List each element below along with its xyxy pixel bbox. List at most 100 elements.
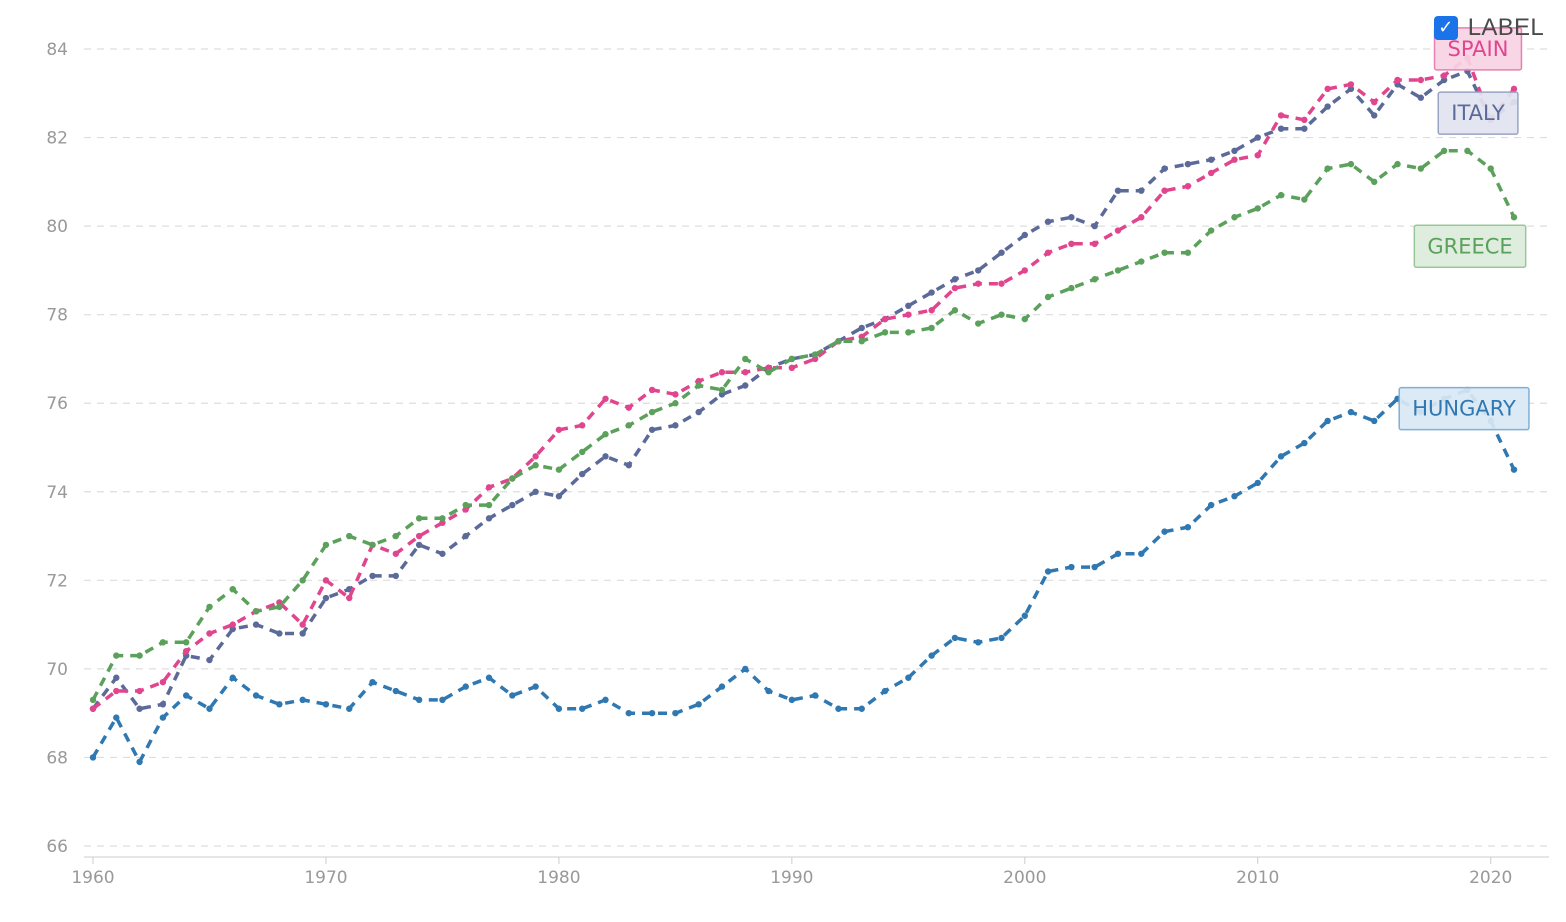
data-point[interactable] (1161, 187, 1168, 194)
data-point[interactable] (159, 678, 167, 686)
data-point[interactable] (1138, 187, 1145, 194)
data-point[interactable] (1277, 453, 1285, 460)
data-point[interactable] (1231, 147, 1238, 155)
data-point[interactable] (1347, 408, 1355, 416)
data-point[interactable] (555, 426, 563, 433)
data-point[interactable] (1138, 258, 1145, 265)
data-point[interactable] (1091, 276, 1098, 283)
data-point[interactable] (159, 639, 167, 646)
data-point[interactable] (322, 541, 330, 549)
data-point[interactable] (998, 311, 1005, 318)
data-point[interactable] (1254, 205, 1261, 212)
data-point[interactable] (695, 408, 702, 416)
data-point[interactable] (648, 408, 656, 416)
data-point[interactable] (346, 705, 353, 712)
data-point[interactable] (1044, 293, 1052, 301)
data-point[interactable] (1091, 563, 1098, 571)
data-point[interactable] (532, 462, 539, 469)
data-point[interactable] (462, 683, 469, 690)
data-point[interactable] (951, 276, 959, 283)
data-point[interactable] (1324, 103, 1331, 110)
data-point[interactable] (928, 652, 935, 659)
data-point[interactable] (1394, 76, 1401, 84)
data-point[interactable] (1301, 116, 1308, 124)
data-point[interactable] (928, 324, 935, 332)
data-point[interactable] (951, 634, 959, 642)
data-point[interactable] (602, 453, 609, 460)
data-point[interactable] (718, 683, 726, 690)
data-point[interactable] (415, 532, 423, 540)
data-point[interactable] (835, 338, 842, 345)
data-point[interactable] (1184, 249, 1192, 256)
data-point[interactable] (602, 696, 609, 704)
data-point[interactable] (695, 377, 702, 385)
data-point[interactable] (1021, 231, 1029, 239)
data-point[interactable] (1324, 417, 1331, 425)
data-point[interactable] (276, 599, 283, 606)
data-point[interactable] (532, 683, 539, 690)
data-point[interactable] (439, 515, 446, 522)
data-point[interactable] (485, 501, 493, 509)
data-point[interactable] (1044, 218, 1052, 225)
data-point[interactable] (718, 391, 726, 398)
data-point[interactable] (1510, 214, 1518, 221)
data-point[interactable] (858, 705, 865, 712)
data-point[interactable] (485, 515, 493, 522)
data-point[interactable] (485, 484, 493, 491)
data-point[interactable] (1231, 156, 1238, 163)
data-point[interactable] (439, 696, 446, 704)
data-point[interactable] (206, 603, 213, 611)
data-point[interactable] (1440, 147, 1448, 155)
data-point[interactable] (765, 369, 772, 376)
data-point[interactable] (1091, 222, 1098, 230)
data-point[interactable] (602, 431, 609, 438)
data-point[interactable] (951, 307, 959, 314)
data-point[interactable] (1207, 156, 1215, 163)
data-point[interactable] (113, 687, 120, 695)
data-point[interactable] (1440, 76, 1448, 84)
data-point[interactable] (346, 594, 353, 602)
data-point[interactable] (1301, 439, 1308, 447)
data-point[interactable] (1301, 196, 1308, 203)
data-point[interactable] (975, 320, 982, 327)
data-point[interactable] (1138, 550, 1145, 557)
data-point[interactable] (462, 506, 469, 513)
data-point[interactable] (1301, 125, 1308, 132)
data-point[interactable] (1324, 85, 1331, 93)
data-point[interactable] (485, 674, 493, 681)
data-point[interactable] (1184, 183, 1192, 190)
data-point[interactable] (322, 577, 330, 584)
data-point[interactable] (625, 462, 632, 469)
data-point[interactable] (346, 532, 353, 540)
data-point[interactable] (1324, 165, 1331, 172)
data-point[interactable] (625, 709, 632, 717)
data-point[interactable] (1347, 85, 1355, 93)
data-point[interactable] (648, 386, 656, 394)
data-point[interactable] (182, 639, 190, 646)
data-point[interactable] (1254, 479, 1261, 487)
data-point[interactable] (462, 532, 469, 540)
data-point[interactable] (742, 665, 749, 673)
data-point[interactable] (322, 701, 330, 708)
data-point[interactable] (1277, 112, 1285, 119)
data-point[interactable] (252, 621, 260, 628)
data-point[interactable] (509, 501, 516, 509)
data-point[interactable] (578, 422, 586, 429)
data-point[interactable] (555, 705, 563, 712)
data-point[interactable] (1114, 227, 1122, 234)
data-point[interactable] (252, 692, 260, 699)
data-point[interactable] (1068, 563, 1075, 571)
data-point[interactable] (578, 470, 586, 478)
data-point[interactable] (299, 630, 306, 637)
data-point[interactable] (136, 758, 143, 766)
data-point[interactable] (1207, 501, 1215, 509)
data-point[interactable] (1184, 524, 1192, 531)
data-point[interactable] (229, 585, 236, 593)
data-point[interactable] (765, 687, 772, 695)
data-point[interactable] (1207, 169, 1215, 177)
data-point[interactable] (672, 709, 679, 717)
data-point[interactable] (1371, 98, 1378, 106)
data-point[interactable] (858, 333, 865, 341)
data-point[interactable] (1068, 284, 1075, 292)
data-point[interactable] (1044, 568, 1052, 575)
